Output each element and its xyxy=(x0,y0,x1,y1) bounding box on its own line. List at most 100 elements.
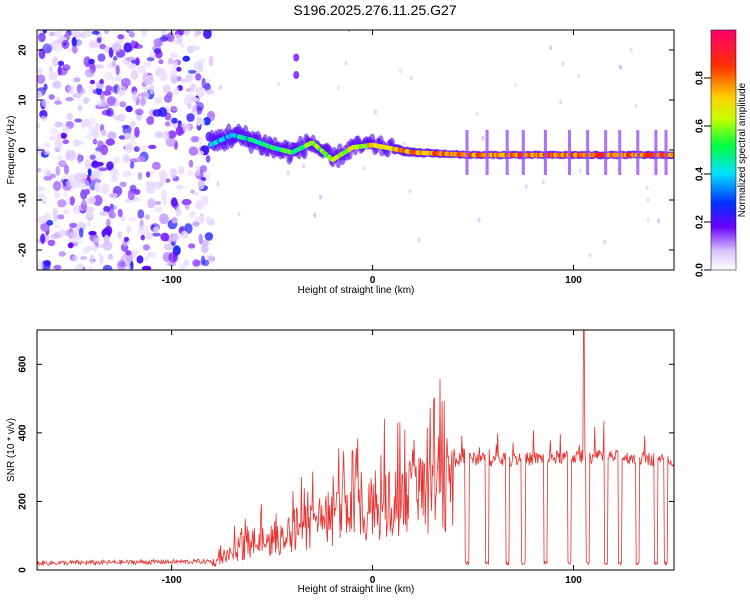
snr-frame xyxy=(36,329,675,571)
noise-blob xyxy=(92,138,98,145)
noise-blob xyxy=(90,161,101,169)
noise-blob xyxy=(97,53,106,62)
noise-blob xyxy=(126,225,132,234)
noise-blob xyxy=(48,66,53,74)
noise-blob xyxy=(179,78,188,83)
noise-blob xyxy=(170,197,178,207)
noise-blob xyxy=(60,132,67,139)
noise-blob xyxy=(47,239,56,246)
noise-blob xyxy=(203,30,212,40)
colorbar: 0.0 0.2 0.4 0.6 0.8 Normalized spectral ampl… xyxy=(695,29,748,277)
noise-blob xyxy=(86,198,95,204)
noise-blob xyxy=(83,30,92,38)
noise-blob xyxy=(66,113,74,121)
noise-blob xyxy=(137,209,145,219)
noise-blob xyxy=(83,179,90,190)
noise-blob xyxy=(147,198,156,209)
noise-blob xyxy=(417,237,421,243)
noise-blob xyxy=(154,206,164,213)
noise-blob xyxy=(53,44,63,53)
noise-blob xyxy=(204,232,214,241)
noise-blob xyxy=(524,184,528,190)
noise-blob xyxy=(646,197,650,203)
noise-blob xyxy=(196,63,204,73)
x-tick-label: 100 xyxy=(565,275,582,286)
noise-blob xyxy=(348,30,351,33)
snr-panel: -100 0 100 0 200 400 600 Height of straight l… xyxy=(6,329,675,595)
noise-blob xyxy=(81,172,88,180)
noise-blob xyxy=(171,217,178,224)
noise-blob xyxy=(65,230,70,237)
noise-blob xyxy=(80,256,88,260)
noise-blob xyxy=(159,72,168,82)
noise-blob xyxy=(175,184,184,190)
noise-blob xyxy=(129,31,135,38)
noise-blob xyxy=(171,117,178,124)
noise-blob xyxy=(145,231,153,241)
noise-blob xyxy=(39,193,47,203)
noise-blob xyxy=(86,206,95,213)
noise-blob xyxy=(37,260,44,270)
x-tick-label: 100 xyxy=(565,575,582,586)
noise-blob xyxy=(185,204,190,211)
noise-blob xyxy=(71,255,79,262)
noise-blob xyxy=(158,169,168,180)
noise-blob xyxy=(124,263,131,270)
noise-blob xyxy=(87,210,93,219)
noise-blob xyxy=(103,205,110,213)
noise-blob xyxy=(167,130,177,139)
noise-blob xyxy=(124,236,129,242)
noise-blob xyxy=(149,84,155,95)
noise-blob xyxy=(141,265,152,270)
noise-blob xyxy=(52,180,62,192)
noise-blob xyxy=(80,88,86,95)
noise-blob xyxy=(199,57,206,64)
noise-blob xyxy=(190,189,195,194)
noise-blob xyxy=(162,195,168,207)
noise-blob xyxy=(205,89,215,95)
noise-blob xyxy=(205,216,211,223)
isolated-blob xyxy=(293,71,300,79)
noise-blob xyxy=(180,43,185,48)
noise-blob xyxy=(177,36,183,44)
noise-blob xyxy=(179,263,185,270)
noise-blob xyxy=(65,97,74,102)
noise-blob xyxy=(144,214,150,220)
noise-blob xyxy=(195,200,204,210)
noise-blob xyxy=(141,30,148,37)
y-tick-label: 600 xyxy=(18,356,29,373)
noise-blob xyxy=(54,190,60,199)
snr-y-axis-title: SNR (10 * v/v) xyxy=(6,418,17,482)
noise-blob xyxy=(92,178,102,184)
noise-blob xyxy=(40,115,47,122)
noise-blob xyxy=(166,91,173,99)
noise-blob xyxy=(150,169,156,176)
noise-blob xyxy=(196,116,202,127)
noise-blob xyxy=(49,128,58,136)
noise-blob xyxy=(177,30,185,36)
noise-blob xyxy=(97,252,102,257)
noise-blob xyxy=(187,102,192,110)
noise-blob xyxy=(88,265,93,270)
noise-blob xyxy=(113,156,120,165)
noise-blob xyxy=(477,217,481,223)
noise-blob xyxy=(92,244,98,253)
noise-blob xyxy=(37,67,43,74)
noise-blob xyxy=(198,137,204,146)
noise-blob xyxy=(123,42,133,53)
noise-blob xyxy=(127,189,135,201)
noise-blob xyxy=(130,69,139,80)
noise-blob xyxy=(66,150,77,161)
noise-blob xyxy=(54,121,64,128)
noise-blob xyxy=(192,98,200,104)
noise-blob xyxy=(172,233,179,244)
noise-blob xyxy=(155,132,163,138)
noise-blob xyxy=(657,218,661,224)
noise-blob xyxy=(166,32,175,43)
noise-blob xyxy=(115,64,120,76)
noise-blob xyxy=(117,113,126,122)
noise-blob xyxy=(117,208,123,218)
noise-blob xyxy=(166,262,177,267)
noise-blob xyxy=(128,63,137,70)
